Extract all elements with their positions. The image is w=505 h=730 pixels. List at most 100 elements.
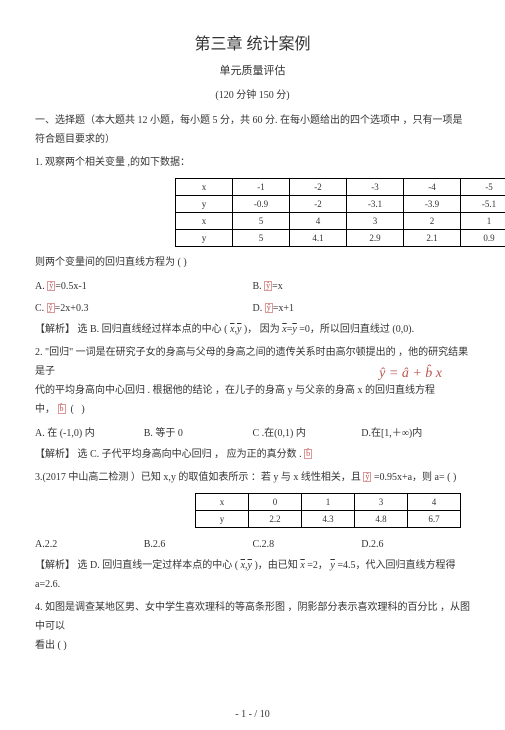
q4-line2: 看出 ( ): [35, 640, 67, 651]
xbar-icon: x: [241, 560, 245, 571]
q2-text: 2. "回归" 一词是在研究子女的身高与父母的身高之间的遗传关系时由高尔顿提出的…: [35, 343, 470, 419]
option-text: =2x+0.3: [55, 303, 89, 314]
expl3: 【解析】 选 D. 回归直线一定过样本点的中心 ( x,y )，由已知 x =2…: [35, 556, 470, 594]
q3-options: A.2.2 B.2.6 C.2.8 D.2.6: [35, 534, 470, 556]
q3-line2: =0.95x+a，则 a= ( ): [374, 472, 456, 483]
table-row: x 0 1 3 4: [196, 494, 461, 511]
cell: -3: [347, 179, 404, 196]
table-2: x 0 1 3 4 y 2.2 4.3 4.8 6.7: [195, 493, 461, 528]
chapter-title: 第三章 统计案例: [35, 30, 470, 54]
xbar-icon: x: [230, 324, 234, 335]
table-row: x 5 4 3 2 1: [176, 213, 505, 230]
yhat-icon: ŷ: [264, 281, 272, 291]
cell: x: [176, 179, 233, 196]
cell: -4: [404, 179, 461, 196]
cell: 4: [290, 213, 347, 230]
cell: y: [196, 511, 249, 528]
time-info: (120 分钟 150 分): [35, 86, 470, 101]
cell: 3: [347, 213, 404, 230]
yhat-icon: ŷ: [47, 303, 55, 313]
ybar-icon: y: [237, 324, 241, 335]
cell: 3: [355, 494, 408, 511]
option-d: D.2.6: [361, 534, 470, 556]
q1-line: 则两个变量间的回归直线方程为 ( ): [35, 253, 470, 272]
option-d: D. ŷ=x+1: [253, 298, 471, 320]
option-b: B. 等于 0: [144, 423, 253, 445]
cell: 4.3: [302, 511, 355, 528]
table-row: y 5 4.1 2.9 2.1 0.9: [176, 230, 505, 247]
q1-text: 1. 观察两个相关变量 ,的如下数据：: [35, 153, 470, 172]
option-c: C .在(0,1) 内: [253, 423, 362, 445]
expl-text: =0，所以回归直线过 (0,0).: [299, 324, 414, 335]
expl1: 【解析】 选 B. 回归直线经过样本点的中心 ( x,y )， 因为 x=y =…: [35, 320, 470, 339]
cell: -3.9: [404, 196, 461, 213]
cell: 2.9: [347, 230, 404, 247]
option-b: B.2.6: [144, 534, 253, 556]
table-1: x -1 -2 -3 -4 -5 y -0.9 -2 -3.1 -3.9 -5.…: [175, 178, 505, 247]
cell: 5: [233, 213, 290, 230]
ybar-icon: y: [292, 324, 296, 335]
subtitle: 单元质量评估: [35, 62, 470, 78]
option-a: A. ŷ=0.5x-1: [35, 276, 253, 298]
table-row: y -0.9 -2 -3.1 -3.9 -5.1: [176, 196, 505, 213]
option-c: C. ŷ=2x+0.3: [35, 298, 253, 320]
cell: 4: [408, 494, 461, 511]
yhat-icon: ŷ: [363, 472, 371, 482]
ybar-icon: y: [330, 560, 334, 571]
cell: 4.8: [355, 511, 408, 528]
yhat-icon: ŷ: [265, 303, 273, 313]
cell: -5.1: [461, 196, 505, 213]
q2-line2: 代的平均身高向中心回归 . 根据他的结论 ，在儿子的身高 y 与父亲的身高 x …: [35, 385, 435, 396]
section-intro: 一、选择题（本大题共 12 小题，每小题 5 分，共 60 分. 在每小题给出的…: [35, 111, 470, 149]
q1-options: A. ŷ=0.5x-1 B. ŷ=x C. ŷ=2x+0.3 D. ŷ=x+1: [35, 276, 470, 320]
q4-text: 4. 如图是调查某地区男、女中学生喜欢理科的等高条形图 ，阴影部分表示喜欢理科的…: [35, 598, 470, 655]
document-page: 第三章 统计案例 单元质量评估 (120 分钟 150 分) 一、选择题（本大题…: [0, 0, 505, 730]
cell: x: [176, 213, 233, 230]
table-row: y 2.2 4.3 4.8 6.7: [196, 511, 461, 528]
cell: 5: [233, 230, 290, 247]
cell: 0.9: [461, 230, 505, 247]
cell: -2: [290, 179, 347, 196]
cell: 4.1: [290, 230, 347, 247]
option-c: C.2.8: [253, 534, 362, 556]
expl-text: =2，: [307, 560, 328, 571]
option-text: =x: [272, 281, 283, 292]
option-d: D.在[1,＋∞)内: [361, 423, 470, 445]
option-b: B. ŷ=x: [253, 276, 471, 298]
option-a: A.2.2: [35, 534, 144, 556]
cell: x: [196, 494, 249, 511]
expl-text: )， 因为: [244, 324, 280, 335]
bhat-icon: b̂: [304, 449, 312, 459]
cell: y: [176, 196, 233, 213]
page-footer: - 1 - / 10: [0, 709, 505, 720]
cell: 1: [302, 494, 355, 511]
expl-text: 【解析】 选 D. 回归直线一定过样本点的中心 (: [35, 560, 238, 571]
cell: y: [176, 230, 233, 247]
cell: -2: [290, 196, 347, 213]
option-text: =0.5x-1: [55, 281, 86, 292]
option-a: A. 在 (-1,0) 内: [35, 423, 144, 445]
cell: 2: [404, 213, 461, 230]
expl2: 【解析】 选 C. 子代平均身高向中心回归 ， 应为正的真分数 . b̂: [35, 445, 470, 464]
xbar-icon: x: [300, 560, 304, 571]
option-text: =x+1: [273, 303, 294, 314]
cell: 0: [249, 494, 302, 511]
q4-line1: 4. 如图是调查某地区男、女中学生喜欢理科的等高条形图 ，阴影部分表示喜欢理科的…: [35, 602, 470, 632]
cell: 1: [461, 213, 505, 230]
cell: 2.2: [249, 511, 302, 528]
cell: -0.9: [233, 196, 290, 213]
cell: 2.1: [404, 230, 461, 247]
bhat-icon: b̂: [58, 404, 66, 414]
expl-text: )，由已知: [254, 560, 297, 571]
xbar-icon: x: [282, 324, 286, 335]
expl-text: 【解析】 选 B. 回归直线经过样本点的中心 (: [35, 324, 228, 335]
cell: -3.1: [347, 196, 404, 213]
cell: 6.7: [408, 511, 461, 528]
regression-formula: ŷ = â + b̂ x: [379, 361, 442, 388]
q3-line1: 3.(2017 中山高二检测 ）已知 x,y 的取值如表所示 ：若 y 与 x …: [35, 472, 361, 483]
q3-text: 3.(2017 中山高二检测 ）已知 x,y 的取值如表所示 ：若 y 与 x …: [35, 468, 470, 487]
table-row: x -1 -2 -3 -4 -5: [176, 179, 505, 196]
ybar-icon: y: [248, 560, 252, 571]
q2-line3: 中，: [35, 404, 55, 415]
cell: -1: [233, 179, 290, 196]
